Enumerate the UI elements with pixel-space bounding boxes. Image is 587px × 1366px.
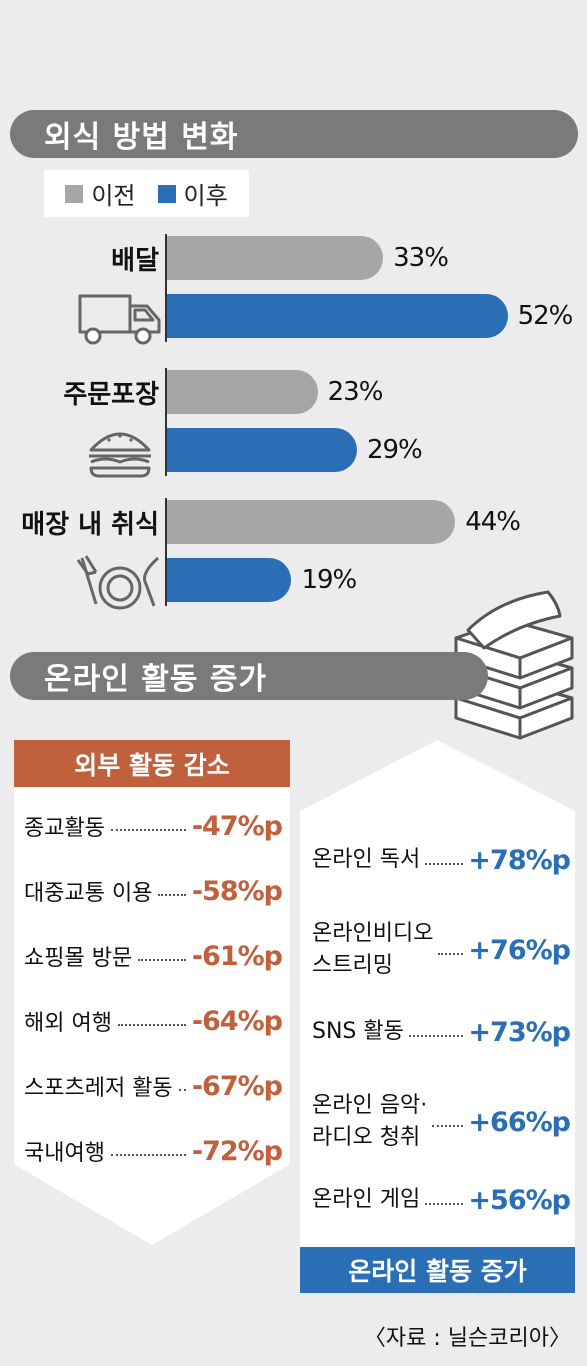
- activity-change: +73%p: [468, 1016, 571, 1048]
- value-label: 23%: [327, 377, 384, 407]
- activity-label: 종교활동: [24, 816, 105, 841]
- section-header-dining: 외식 방법 변화: [10, 110, 578, 158]
- activity-label: 해외 여행: [24, 1011, 112, 1036]
- axis-line: [165, 498, 167, 606]
- activity-change: -72%p: [191, 1135, 283, 1167]
- activity-label: 온라인비디오 스트리밍: [312, 921, 434, 978]
- outside-activity-row: 스포츠레저 활동 -67%p: [24, 1066, 283, 1106]
- legend: 이전 이후: [44, 170, 249, 217]
- activity-change: +78%p: [468, 844, 571, 876]
- activity-change: +56%p: [468, 1184, 571, 1216]
- bar-after: [167, 558, 292, 602]
- leader-dots: [110, 1154, 186, 1156]
- legend-swatch-before: [65, 184, 84, 203]
- bar-after: [167, 428, 357, 472]
- activity-change: +66%p: [468, 1106, 571, 1138]
- outside-activity-title: 외부 활동 감소: [74, 750, 230, 780]
- leader-dots: [408, 1035, 464, 1037]
- leader-dots: [138, 959, 186, 961]
- activity-label: 온라인 음악· 라디오 청취: [312, 1093, 428, 1150]
- category-label: 주문포장: [63, 380, 159, 410]
- online-activity-row: 온라인 음악· 라디오 청취 +66%p: [312, 1090, 571, 1154]
- bar-after: [167, 294, 508, 338]
- axis-line: [165, 234, 167, 342]
- activity-label: 국내여행: [24, 1141, 105, 1166]
- axis-line: [165, 368, 167, 476]
- activity-change: -64%p: [191, 1005, 283, 1037]
- leader-dots: [425, 1203, 464, 1205]
- activity-change: -47%p: [191, 810, 283, 842]
- activity-label: 온라인 독서: [312, 847, 421, 872]
- online-activity-row: 온라인 독서 +78%p: [312, 844, 571, 876]
- outside-activity-panel: [14, 740, 290, 1245]
- truck-icon: [77, 290, 163, 354]
- category-label: 배달: [111, 246, 159, 276]
- legend-swatch-after: [157, 184, 176, 203]
- outside-activity-header: 외부 활동 감소: [14, 740, 290, 787]
- online-activity-footer: 온라인 활동 증가: [300, 1247, 575, 1293]
- value-label: 44%: [465, 507, 521, 537]
- bar-before: [167, 500, 456, 544]
- leader-dots: [117, 1024, 186, 1026]
- burger-icon: [85, 424, 155, 484]
- outside-activity-row: 종교활동 -47%p: [24, 806, 283, 846]
- activity-label: 온라인 게임: [312, 1187, 421, 1212]
- outside-activity-row: 해외 여행 -64%p: [24, 1001, 283, 1041]
- online-activity-row: 온라인비디오 스트리밍 +76%p: [312, 918, 571, 982]
- leader-dots: [432, 1125, 464, 1127]
- money-stack-icon: [454, 590, 574, 740]
- leader-dots: [425, 863, 464, 865]
- value-label: 52%: [517, 301, 574, 331]
- value-label: 33%: [393, 243, 449, 273]
- online-activity-title: 온라인 활동 증가: [348, 1257, 527, 1286]
- outside-activity-row: 국내여행 -72%p: [24, 1131, 283, 1171]
- value-label: 29%: [366, 435, 423, 465]
- value-label: 19%: [301, 565, 357, 595]
- bar-before: [167, 236, 384, 280]
- online-activity-row: SNS 활동 +73%p: [312, 1016, 571, 1048]
- legend-label-before: 이전: [91, 182, 136, 210]
- section-title: 외식 방법 변화: [44, 120, 239, 155]
- activity-label: 대중교통 이용: [24, 881, 153, 906]
- activity-label: 쇼핑몰 방문: [24, 946, 133, 971]
- activity-change: -58%p: [191, 875, 283, 907]
- outside-activity-row: 쇼핑몰 방문 -61%p: [24, 936, 283, 976]
- activity-change: -67%p: [191, 1070, 283, 1102]
- leader-dots: [178, 1089, 186, 1091]
- activity-label: SNS 활동: [312, 1019, 404, 1044]
- activity-label: 스포츠레저 활동: [24, 1076, 173, 1101]
- leader-dots: [110, 829, 186, 831]
- online-activity-panel: [300, 740, 575, 1247]
- section-header-online: 온라인 활동 증가: [10, 652, 488, 700]
- outside-activity-row: 대중교통 이용 -58%p: [24, 871, 283, 911]
- activity-change: -61%p: [191, 940, 283, 972]
- leader-dots: [158, 894, 186, 896]
- source-note: 〈자료 : 닐슨코리아〉: [363, 1326, 571, 1351]
- category-label: 매장 내 취식: [21, 510, 159, 540]
- online-activity-row: 온라인 게임 +56%p: [312, 1184, 571, 1216]
- activity-change: +76%p: [468, 934, 571, 966]
- dining-icon: [74, 554, 166, 620]
- section-title: 온라인 활동 증가: [44, 662, 268, 697]
- legend-label-after: 이후: [183, 182, 228, 210]
- bar-before: [167, 370, 318, 414]
- leader-dots: [438, 953, 464, 955]
